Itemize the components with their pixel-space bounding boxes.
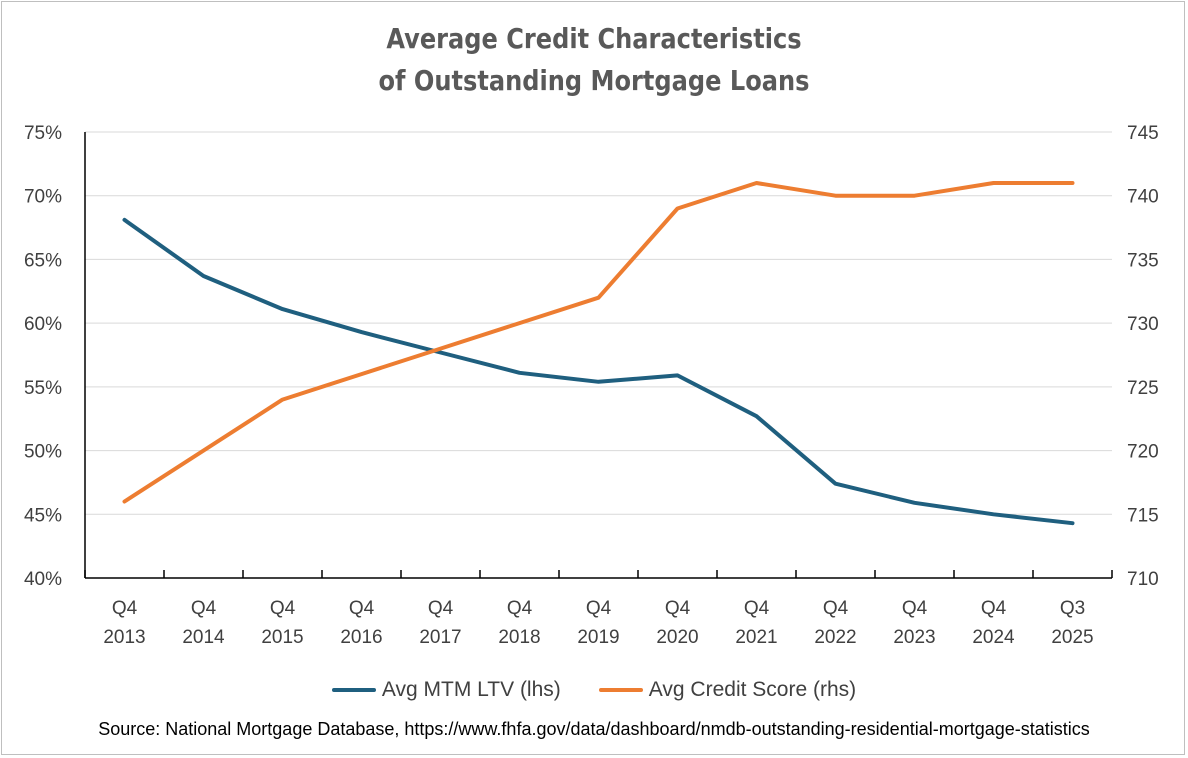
x-tick-label-quarter: Q4 [981,598,1007,619]
x-tick-label-year: 2022 [814,627,856,648]
y-right-tick-label: 725 [1127,378,1159,399]
x-tick-label-year: 2020 [656,627,698,648]
x-tick-label-quarter: Q4 [191,598,217,619]
x-tick-label-quarter: Q4 [112,598,138,619]
x-tick-label-quarter: Q3 [1060,598,1085,619]
x-tick-label-year: 2013 [103,627,145,648]
x-tick-label-year: 2017 [419,627,461,648]
y-right-tick-label: 720 [1127,442,1159,463]
x-tick-label-quarter: Q4 [507,598,533,619]
x-tick-label-quarter: Q4 [270,598,296,619]
y-left-tick-label: 60% [24,314,62,335]
chart-title-line-1: Average Credit Characteristics [386,22,802,55]
y-left-tick-label: 55% [24,378,62,399]
chart-title: Average Credit Characteristics of Outsta… [0,18,1188,102]
y-left-tick-label: 65% [24,250,62,271]
x-tick-label-quarter: Q4 [349,598,375,619]
x-tick-label-year: 2019 [577,627,619,648]
y-left-tick-label: 70% [24,187,62,208]
x-tick-label-quarter: Q4 [902,598,928,619]
x-tick-label-quarter: Q4 [586,598,612,619]
x-tick-label-year: 2024 [972,627,1015,648]
x-tick-label-year: 2016 [340,627,382,648]
x-tick-label-year: 2014 [182,627,225,648]
legend-label-ltv: Avg MTM LTV (lhs) [381,678,561,701]
y-right-tick-label: 740 [1127,187,1159,208]
x-tick-label-year: 2021 [735,627,777,648]
y-right-tick-label: 735 [1127,250,1159,271]
series-line-credit-score [122,181,1075,504]
legend-item-credit-score: Avg Credit Score (rhs) [598,678,857,702]
x-tick-label-year: 2023 [893,627,935,648]
legend-swatch-ltv [331,688,376,692]
x-tick-label-year: 2025 [1051,627,1093,648]
source-note: Source: National Mortgage Database, http… [98,719,1090,739]
legend-item-ltv: Avg MTM LTV (lhs) [331,678,561,702]
y-left-tick-label: 40% [24,569,62,590]
y-left-tick-label: 50% [24,442,62,463]
y-left-tick-label: 45% [24,505,62,526]
x-tick-label-year: 2015 [261,627,303,648]
x-tick-label-quarter: Q4 [744,598,770,619]
y-right-tick-label: 730 [1127,314,1159,335]
legend: Avg MTM LTV (lhs) Avg Credit Score (rhs) [0,678,1188,702]
legend-label-credit-score: Avg Credit Score (rhs) [648,678,857,701]
x-tick-label-quarter: Q4 [665,598,691,619]
x-tick-label-year: 2018 [498,627,540,648]
x-tick-label-quarter: Q4 [428,598,454,619]
legend-swatch-credit-score [598,688,643,692]
y-left-tick-label: 75% [24,123,62,144]
series-line-ltv [122,217,1075,526]
y-right-tick-label: 710 [1127,569,1159,590]
chart-title-line-2: of Outstanding Mortgage Loans [378,64,810,97]
x-tick-label-quarter: Q4 [823,598,849,619]
y-right-tick-label: 715 [1127,505,1159,526]
y-right-tick-label: 745 [1127,123,1159,144]
